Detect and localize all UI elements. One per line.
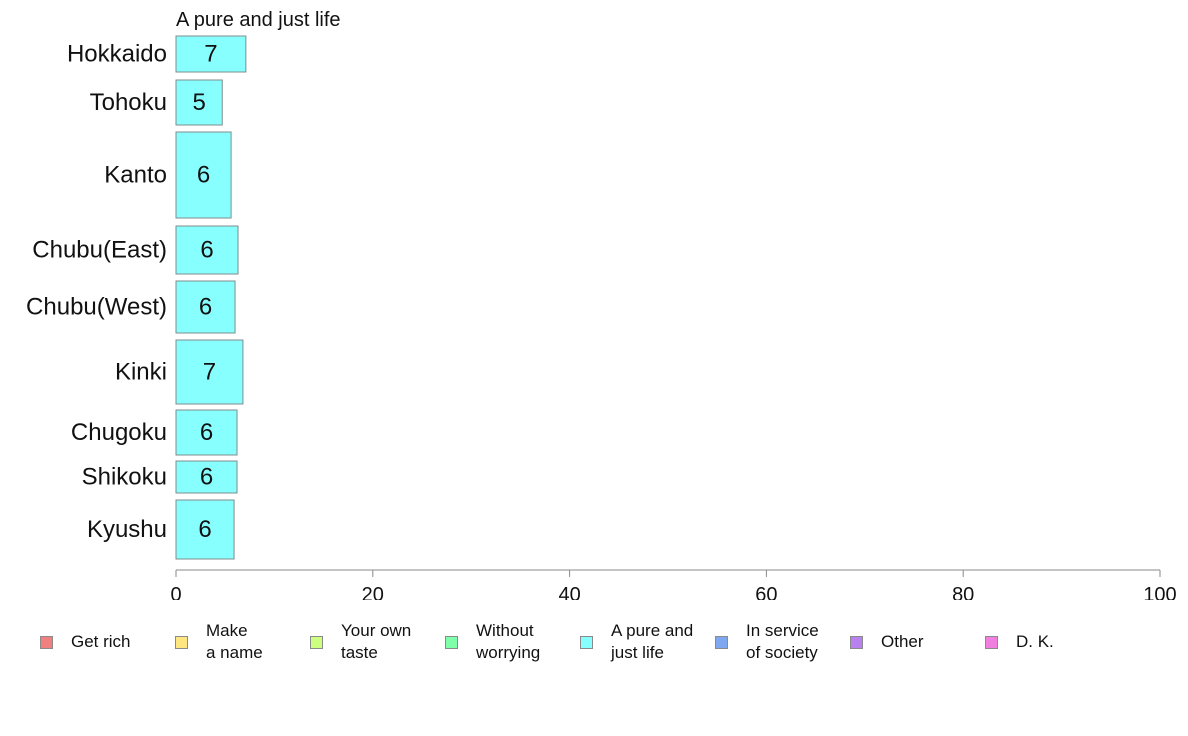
category-label: Chubu(East): [32, 237, 167, 264]
bar-value-label: 7: [204, 41, 217, 68]
legend-item: A pure and just life: [580, 618, 693, 666]
legend-label: Get rich: [71, 632, 131, 651]
category-label: Chugoku: [71, 419, 167, 446]
bar-chubu-east: [175, 225, 239, 275]
legend-label: A pure and just life: [611, 621, 694, 662]
legend-swatch: [580, 635, 593, 649]
bar-chugoku: [175, 409, 238, 456]
bar-hokkaido: [175, 35, 247, 73]
bar-value-label: 6: [198, 516, 211, 543]
x-tick-label: 60: [755, 584, 777, 600]
category-label: Tohoku: [90, 89, 167, 116]
legend-item: D. K.: [985, 618, 1054, 666]
legend-label: In service of society: [746, 621, 819, 662]
legend-item: Other: [850, 618, 924, 666]
bar-chubu-west: [175, 280, 236, 334]
category-label: Kanto: [104, 162, 167, 189]
category-label: Kyushu: [87, 516, 167, 543]
legend: Get rich Make a name Your own taste Without…: [0, 618, 1188, 678]
bar-kanto: [175, 131, 232, 219]
bar-value-label: 6: [199, 294, 212, 321]
bar-chart: A pure and just life 7 5 6 6 6 7 6 6 6 Hokkaido T…: [26, 9, 1177, 600]
category-label: Shikoku: [82, 464, 167, 491]
chart-title: A pure and just life: [176, 9, 341, 31]
bar-value-label: 7: [203, 359, 216, 386]
legend-label: Without worrying: [476, 621, 541, 662]
category-labels: Hokkaido Tohoku Kanto Chubu(East) Chubu(West…: [26, 41, 167, 544]
bar-value-label: 6: [200, 237, 213, 264]
x-tick-label: 80: [952, 584, 974, 600]
legend-item: In service of society: [715, 618, 819, 666]
legend-swatch: [175, 635, 188, 649]
legend-label: Other: [881, 632, 924, 651]
x-tick-label: 40: [558, 584, 580, 600]
bar-shikoku: [175, 460, 238, 494]
legend-item: Your own taste: [310, 618, 411, 666]
legend-label: Make a name: [206, 621, 263, 662]
legend-swatch: [850, 635, 863, 649]
bar-tohoku: [175, 79, 223, 126]
legend-swatch: [715, 635, 728, 649]
legend-swatch: [310, 635, 323, 649]
x-tick-label: 100: [1143, 584, 1176, 600]
legend-item: Make a name: [175, 618, 263, 666]
x-tick-label: 0: [170, 584, 181, 600]
legend-item: Get rich: [40, 618, 131, 666]
legend-swatch: [40, 635, 53, 649]
bar-kyushu: [175, 499, 235, 560]
bar-value-label: 5: [192, 89, 205, 116]
x-axis: 0 20 40 60 80 100: [170, 569, 1177, 600]
x-tick-label: 20: [362, 584, 384, 600]
category-label: Chubu(West): [26, 294, 167, 321]
legend-label: Your own taste: [341, 621, 412, 662]
legend-swatch: [985, 635, 998, 649]
bar-kinki: [175, 339, 244, 405]
bar-value-label: 6: [197, 162, 210, 189]
legend-item: Without worrying: [445, 618, 540, 666]
legend-label: D. K.: [1016, 632, 1054, 651]
legend-swatch: [445, 635, 458, 649]
bars-group: 7 5 6 6 6 7 6 6 6: [175, 35, 247, 560]
bar-value-label: 6: [200, 419, 213, 446]
category-label: Kinki: [115, 359, 167, 386]
category-label: Hokkaido: [67, 41, 167, 68]
bar-value-label: 6: [200, 464, 213, 491]
